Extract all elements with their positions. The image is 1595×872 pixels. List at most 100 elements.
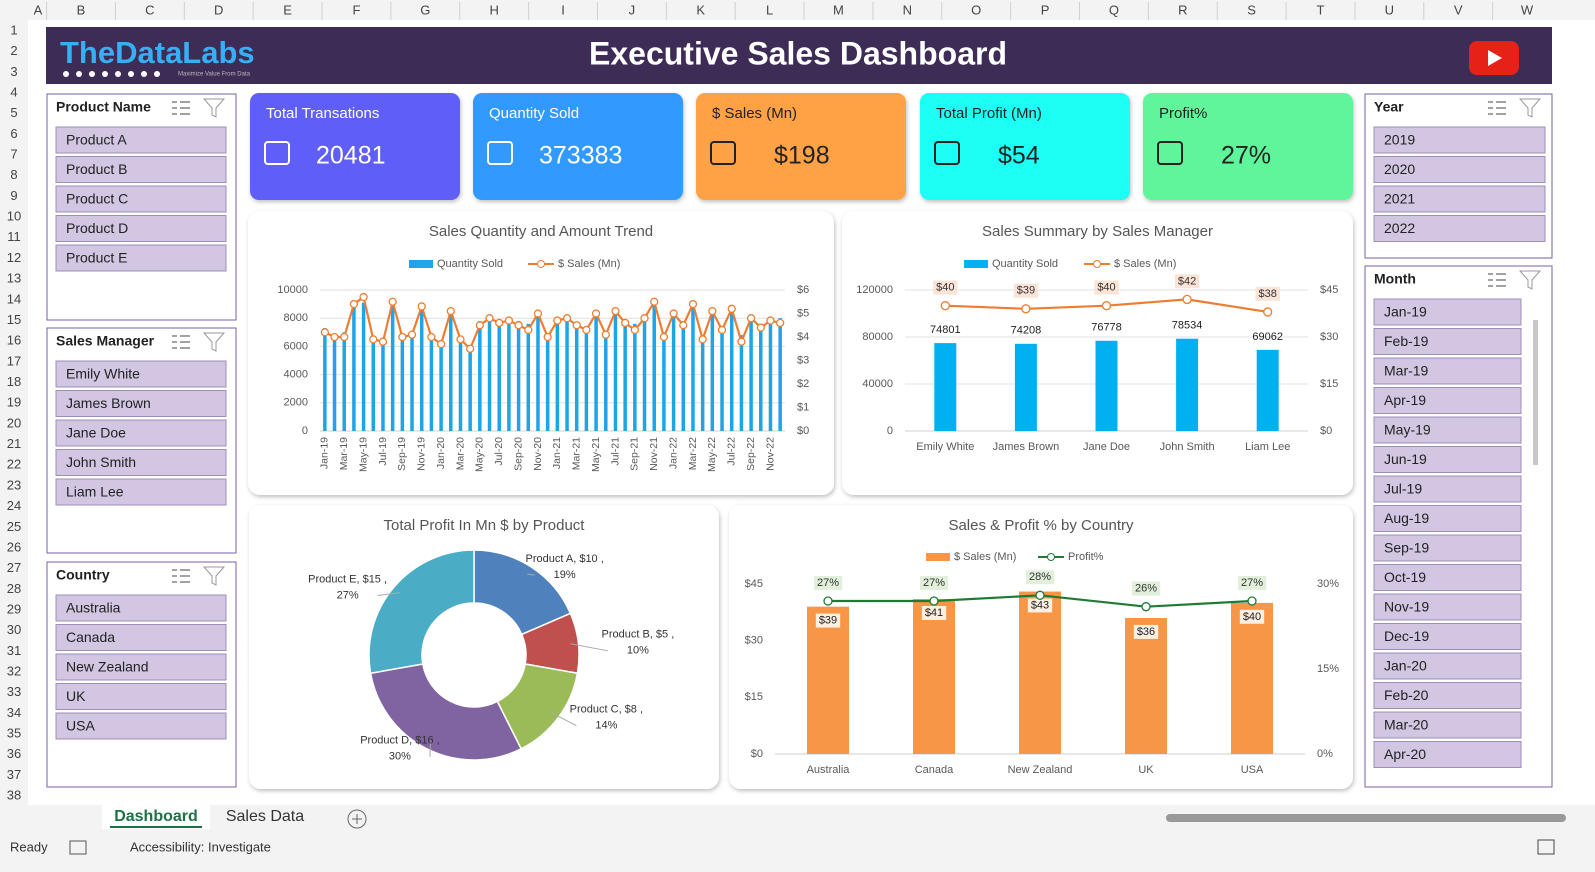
slicer-item[interactable] bbox=[1373, 185, 1546, 213]
clear-filter-icon[interactable] bbox=[202, 332, 226, 352]
slicer-item[interactable] bbox=[55, 653, 227, 681]
multi-select-icon[interactable] bbox=[172, 569, 190, 583]
row-number: 12 bbox=[7, 250, 21, 265]
legend-label[interactable]: $ Sales (Mn) bbox=[1114, 258, 1176, 270]
x-tick-label: Jane Doe bbox=[1083, 441, 1130, 453]
slicer-item[interactable] bbox=[1373, 534, 1522, 562]
y2-tick-label: $30 bbox=[1320, 331, 1338, 343]
legend-label[interactable]: Profit% bbox=[1068, 551, 1104, 563]
legend-label[interactable]: $ Sales (Mn) bbox=[558, 258, 620, 270]
line-marker bbox=[553, 316, 562, 325]
bar bbox=[934, 343, 957, 431]
multi-select-icon[interactable] bbox=[172, 335, 190, 349]
data-label-percent: 19% bbox=[554, 569, 576, 581]
row-number: 31 bbox=[7, 643, 21, 658]
view-normal-icon[interactable] bbox=[1537, 839, 1555, 855]
clear-filter-icon[interactable] bbox=[1518, 270, 1542, 290]
bar bbox=[652, 301, 656, 431]
status-accessibility[interactable]: Accessibility: Investigate bbox=[130, 839, 271, 854]
slicer-item[interactable] bbox=[55, 126, 227, 154]
slicer-item-label: James Brown bbox=[66, 395, 151, 411]
line-marker bbox=[349, 299, 359, 309]
slicer-item[interactable] bbox=[1373, 741, 1522, 768]
data-label-box bbox=[921, 606, 947, 621]
slicer-item[interactable] bbox=[55, 683, 227, 710]
line-marker bbox=[1141, 602, 1151, 612]
slicer-item[interactable] bbox=[1373, 126, 1546, 154]
x-tick-label: Sep-20 bbox=[512, 437, 524, 471]
bar bbox=[584, 326, 589, 431]
column-letter: Q bbox=[1109, 2, 1119, 17]
slicer-item[interactable] bbox=[55, 390, 227, 417]
bar bbox=[449, 309, 453, 431]
slicer-item[interactable] bbox=[1373, 564, 1522, 591]
slicer-item[interactable] bbox=[1373, 298, 1522, 326]
column-letter: G bbox=[420, 2, 430, 17]
legend-label[interactable]: Quantity Sold bbox=[992, 258, 1058, 270]
line-marker bbox=[776, 318, 785, 328]
slicer-item[interactable] bbox=[1373, 156, 1546, 183]
slicer-item[interactable] bbox=[1373, 387, 1522, 414]
data-label: 28% bbox=[1029, 571, 1051, 583]
bar bbox=[526, 323, 531, 431]
legend-label[interactable]: $ Sales (Mn) bbox=[954, 551, 1016, 563]
row-number: 16 bbox=[7, 333, 21, 348]
column-letter: T bbox=[1317, 2, 1325, 17]
add-sheet-plus bbox=[352, 814, 362, 824]
sheet-tab[interactable]: Sales Data bbox=[226, 808, 304, 825]
slicer-item-label: Australia bbox=[66, 600, 121, 616]
line-marker bbox=[485, 314, 494, 323]
line-marker bbox=[621, 318, 630, 328]
slicer-item[interactable] bbox=[1373, 682, 1522, 709]
slicer-item[interactable] bbox=[55, 419, 227, 447]
slicer-item[interactable] bbox=[1373, 328, 1522, 355]
slicer-item[interactable] bbox=[55, 712, 227, 740]
slicer-item[interactable] bbox=[1373, 652, 1522, 680]
slicer-item[interactable] bbox=[55, 215, 227, 242]
slicer-item[interactable] bbox=[55, 185, 227, 213]
slicer-item[interactable] bbox=[1373, 623, 1522, 650]
slicer-item[interactable] bbox=[55, 478, 227, 506]
slicer-item[interactable] bbox=[1373, 475, 1522, 503]
slicer-item-label: Canada bbox=[66, 629, 115, 645]
column-letter: L bbox=[766, 2, 773, 17]
slicer-item[interactable] bbox=[1373, 215, 1546, 242]
clear-filter-icon[interactable] bbox=[1518, 98, 1542, 118]
column-letter: F bbox=[352, 2, 360, 17]
logo: TheDataLabs bbox=[60, 35, 255, 70]
slicer-item[interactable] bbox=[55, 360, 227, 388]
add-sheet-button[interactable] bbox=[347, 809, 367, 829]
x-tick-label: Jan-20 bbox=[435, 437, 447, 469]
kpi-card bbox=[473, 93, 683, 200]
slicer-item[interactable] bbox=[55, 624, 227, 651]
clear-filter-icon[interactable] bbox=[202, 566, 226, 586]
slicer-item[interactable] bbox=[55, 594, 227, 622]
slicer-item[interactable] bbox=[55, 449, 227, 476]
x-tick-label: May-21 bbox=[590, 437, 602, 472]
slicer-item[interactable] bbox=[1373, 593, 1522, 621]
slicer-item[interactable] bbox=[1373, 505, 1522, 532]
sheet-tab[interactable]: Dashboard bbox=[114, 808, 198, 825]
youtube-icon[interactable] bbox=[1469, 41, 1519, 75]
data-label-box bbox=[1133, 624, 1159, 639]
multi-select-icon[interactable] bbox=[1488, 101, 1506, 115]
legend-label[interactable]: Quantity Sold bbox=[437, 258, 503, 270]
row-number: 1 bbox=[10, 22, 17, 37]
multi-select-icon[interactable] bbox=[1488, 273, 1506, 287]
row-number: 33 bbox=[7, 684, 21, 699]
bar bbox=[913, 599, 955, 754]
row-number: 30 bbox=[7, 622, 21, 637]
h-scrollbar[interactable] bbox=[1166, 814, 1566, 822]
line-marker bbox=[940, 301, 950, 311]
bar bbox=[439, 340, 443, 431]
slicer-item[interactable] bbox=[1373, 416, 1522, 444]
slicer-item[interactable] bbox=[1373, 446, 1522, 473]
slicer-item[interactable] bbox=[1373, 711, 1522, 739]
multi-select-icon[interactable] bbox=[172, 101, 190, 115]
data-label: $40 bbox=[1243, 611, 1261, 623]
slicer-item[interactable] bbox=[1373, 357, 1522, 385]
slicer-item[interactable] bbox=[55, 244, 227, 272]
clear-filter-icon[interactable] bbox=[202, 98, 226, 118]
data-label-box bbox=[815, 613, 841, 628]
slicer-item[interactable] bbox=[55, 156, 227, 183]
